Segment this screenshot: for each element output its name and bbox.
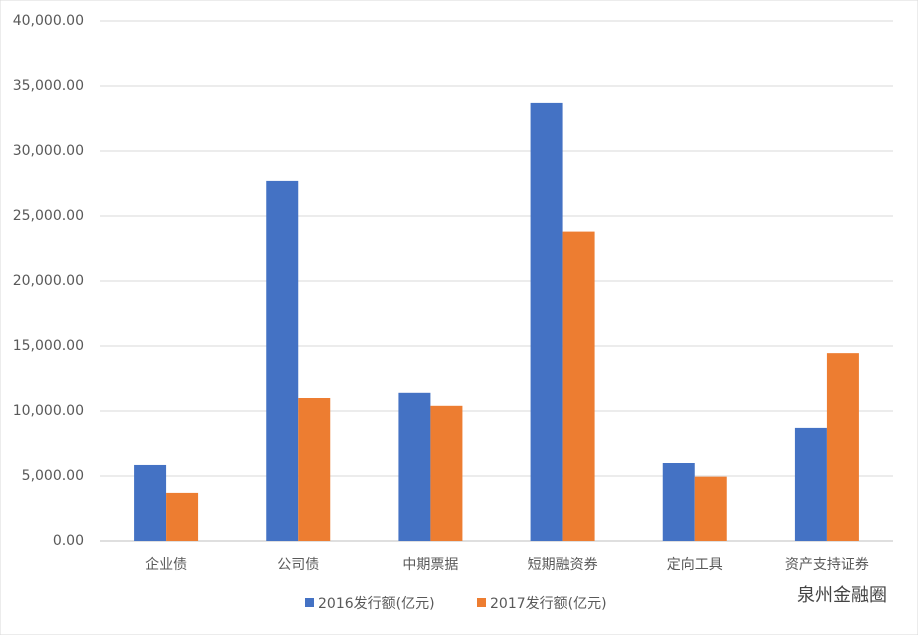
y-tick-label: 30,000.00 bbox=[13, 143, 84, 159]
y-tick-label: 15,000.00 bbox=[13, 338, 84, 354]
bar bbox=[298, 398, 331, 541]
x-tick-label: 资产支持证券 bbox=[785, 557, 869, 573]
x-tick-label: 企业债 bbox=[145, 556, 187, 573]
y-tick-label: 25,000.00 bbox=[13, 208, 84, 224]
legend-label: 2017发行额(亿元) bbox=[490, 596, 607, 612]
x-tick-label: 中期票据 bbox=[402, 557, 458, 573]
legend-swatch bbox=[477, 598, 486, 607]
bar bbox=[166, 492, 199, 541]
y-tick-label: 5,000.00 bbox=[22, 468, 84, 484]
bar bbox=[562, 231, 595, 541]
bar bbox=[662, 463, 695, 541]
y-tick-label: 0.00 bbox=[53, 533, 84, 549]
x-tick-label: 短期融资券 bbox=[528, 557, 598, 573]
y-tick-label: 10,000.00 bbox=[13, 403, 84, 419]
legend-label: 2016发行额(亿元) bbox=[318, 596, 435, 612]
y-tick-label: 40,000.00 bbox=[13, 13, 84, 29]
x-tick-label: 定向工具 bbox=[667, 557, 723, 573]
bar bbox=[694, 476, 727, 541]
bar bbox=[794, 427, 827, 541]
y-tick-label: 20,000.00 bbox=[13, 273, 84, 289]
bar bbox=[134, 464, 167, 541]
y-tick-label: 35,000.00 bbox=[13, 78, 84, 94]
legend-swatch bbox=[305, 598, 314, 607]
bar bbox=[826, 353, 859, 541]
bar bbox=[530, 102, 563, 542]
x-tick-label: 公司债 bbox=[277, 557, 319, 573]
bar bbox=[266, 180, 299, 541]
bar bbox=[398, 392, 431, 541]
watermark: 泉州金融圈 bbox=[797, 585, 887, 606]
bar bbox=[430, 405, 463, 541]
